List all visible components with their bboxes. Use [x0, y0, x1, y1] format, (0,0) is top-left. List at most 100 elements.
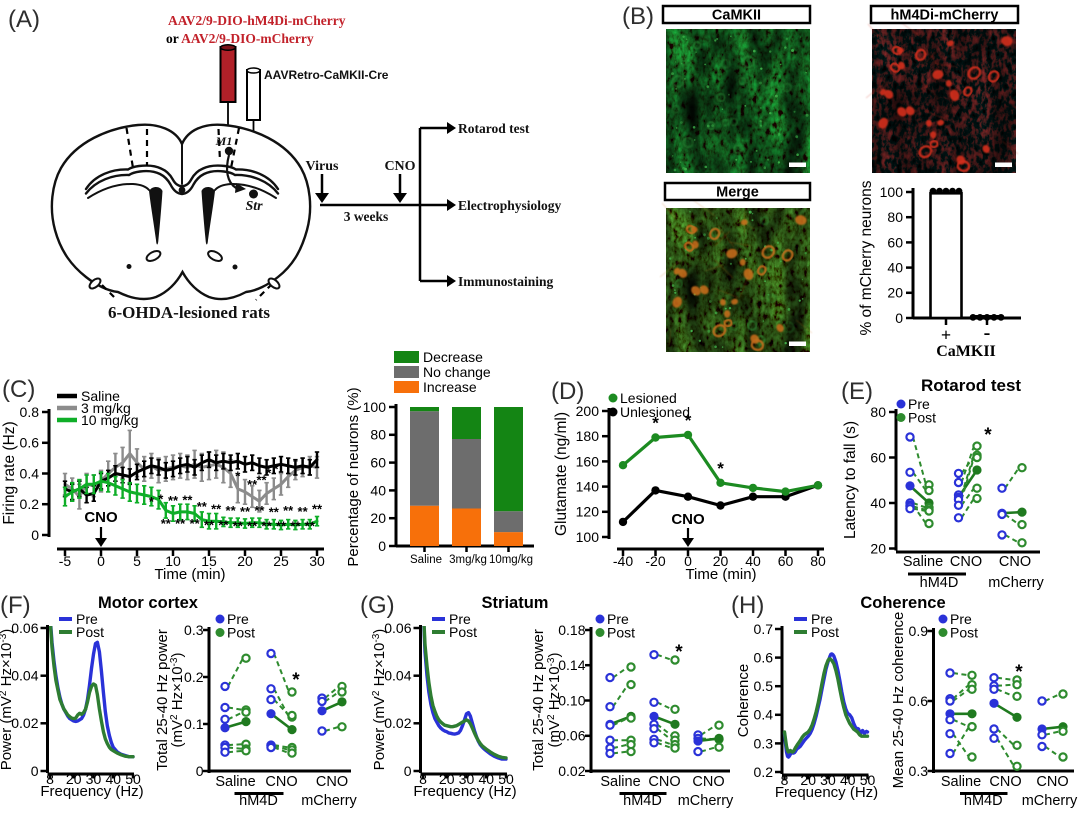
- svg-text:Percentage of neurons (%): Percentage of neurons (%): [345, 387, 362, 566]
- svg-text:50: 50: [860, 772, 876, 788]
- svg-text:*: *: [149, 494, 155, 509]
- svg-text:0.9: 0.9: [909, 623, 929, 639]
- svg-text:80: 80: [870, 404, 886, 420]
- svg-text:Pre: Pre: [449, 611, 471, 627]
- svg-text:180: 180: [576, 428, 600, 444]
- svg-text:**: **: [290, 518, 301, 533]
- svg-text:**: **: [197, 499, 208, 514]
- svg-text:0.10: 0.10: [558, 692, 585, 708]
- svg-text:0.06: 0.06: [384, 620, 411, 636]
- svg-text:Pre: Pre: [76, 611, 98, 627]
- svg-text:CNO: CNO: [999, 554, 1031, 570]
- svg-text:Post: Post: [908, 410, 936, 426]
- svg-text:Coherence: Coherence: [735, 664, 752, 737]
- svg-text:(B): (B): [622, 3, 654, 30]
- svg-text:CNO: CNO: [989, 774, 1021, 790]
- svg-text:(E): (E): [841, 378, 873, 405]
- svg-text:0.3: 0.3: [909, 763, 929, 779]
- svg-text:mCherry: mCherry: [678, 793, 734, 809]
- svg-text:100: 100: [363, 399, 387, 415]
- svg-text:Frequency (Hz): Frequency (Hz): [413, 783, 516, 800]
- svg-text:0: 0: [378, 538, 386, 554]
- svg-text:hM4Di-mCherry: hM4Di-mCherry: [891, 8, 999, 24]
- svg-text:Post: Post: [811, 624, 839, 640]
- svg-text:20: 20: [439, 771, 455, 787]
- svg-text:5: 5: [133, 553, 141, 569]
- svg-text:**: **: [262, 518, 273, 533]
- svg-text:40: 40: [870, 495, 886, 511]
- svg-text:Time (min): Time (min): [685, 566, 756, 583]
- svg-text:-: -: [984, 322, 991, 344]
- svg-text:**: **: [182, 492, 193, 507]
- svg-text:0.02: 0.02: [384, 715, 411, 731]
- svg-text:CNO: CNO: [316, 774, 348, 790]
- svg-text:*: *: [685, 411, 692, 430]
- svg-text:100: 100: [576, 529, 600, 545]
- svg-text:Motor cortex: Motor cortex: [98, 594, 199, 612]
- svg-text:*: *: [158, 491, 164, 506]
- svg-text:*: *: [266, 465, 272, 480]
- svg-text:CaMKII: CaMKII: [712, 8, 761, 24]
- svg-text:Pre: Pre: [950, 611, 972, 627]
- svg-text:30: 30: [309, 553, 325, 569]
- svg-text:120: 120: [576, 504, 600, 520]
- svg-text:0: 0: [196, 763, 204, 779]
- svg-text:0.4: 0.4: [754, 707, 774, 723]
- svg-text:Pre: Pre: [227, 611, 249, 627]
- svg-text:hM4D: hM4D: [239, 793, 278, 809]
- svg-text:20: 20: [370, 510, 386, 526]
- svg-text:**: **: [247, 477, 258, 492]
- svg-text:0.02: 0.02: [558, 763, 585, 779]
- svg-text:**: **: [269, 505, 280, 520]
- svg-text:20: 20: [870, 540, 886, 556]
- svg-text:Power (mV2 Hz×10-3): Power (mV2 Hz×10-3): [371, 629, 388, 771]
- svg-text:*: *: [717, 459, 724, 478]
- svg-text:M1: M1: [215, 134, 233, 148]
- svg-text:Lesioned: Lesioned: [620, 390, 677, 406]
- svg-text:8: 8: [781, 772, 789, 788]
- svg-text:hM4D: hM4D: [964, 793, 1003, 809]
- svg-text:10: 10: [165, 553, 181, 569]
- svg-text:0: 0: [31, 763, 39, 779]
- svg-text:*: *: [675, 642, 683, 663]
- svg-text:Saline: Saline: [410, 554, 442, 566]
- svg-text:(D): (D): [551, 378, 584, 405]
- svg-text:Pre: Pre: [908, 396, 930, 412]
- svg-text:50: 50: [125, 771, 141, 787]
- svg-text:Striatum: Striatum: [482, 594, 549, 612]
- svg-text:Saline: Saline: [941, 774, 981, 790]
- svg-text:Total 25-40 Hz power: Total 25-40 Hz power: [530, 629, 547, 771]
- svg-text:Frequency (Hz): Frequency (Hz): [775, 784, 878, 801]
- svg-text:0.06: 0.06: [558, 728, 585, 744]
- svg-text:*: *: [292, 670, 300, 691]
- svg-text:0.3: 0.3: [754, 735, 774, 751]
- svg-text:30: 30: [820, 772, 836, 788]
- svg-text:**: **: [247, 518, 258, 533]
- svg-text:Firing rate (Hz): Firing rate (Hz): [1, 421, 18, 524]
- svg-text:0: 0: [97, 553, 105, 569]
- svg-text:Power (mV2 Hz×10-3): Power (mV2 Hz×10-3): [0, 629, 15, 771]
- svg-text:**: **: [305, 518, 316, 533]
- svg-text:30: 30: [459, 771, 475, 787]
- svg-text:*: *: [235, 468, 241, 483]
- svg-text:0.04: 0.04: [11, 668, 38, 684]
- svg-text:-20: -20: [645, 553, 665, 569]
- svg-text:0: 0: [895, 310, 903, 326]
- svg-text:Post: Post: [950, 625, 978, 641]
- svg-text:20: 20: [237, 553, 253, 569]
- svg-text:*: *: [984, 425, 992, 446]
- svg-text:No change: No change: [423, 364, 491, 380]
- svg-text:3 weeks: 3 weeks: [344, 209, 389, 224]
- svg-text:8: 8: [46, 771, 54, 787]
- svg-text:0: 0: [404, 763, 412, 779]
- svg-text:0.6: 0.6: [20, 435, 40, 451]
- svg-text:10mg/kg: 10mg/kg: [489, 554, 533, 566]
- svg-text:*: *: [273, 462, 279, 477]
- svg-text:mCherry: mCherry: [301, 793, 357, 809]
- svg-text:0.04: 0.04: [384, 668, 411, 684]
- svg-text:**: **: [211, 501, 222, 516]
- svg-text:Saline: Saline: [600, 774, 640, 790]
- svg-text:40: 40: [105, 771, 121, 787]
- svg-text:**: **: [175, 516, 186, 531]
- svg-text:20: 20: [800, 772, 816, 788]
